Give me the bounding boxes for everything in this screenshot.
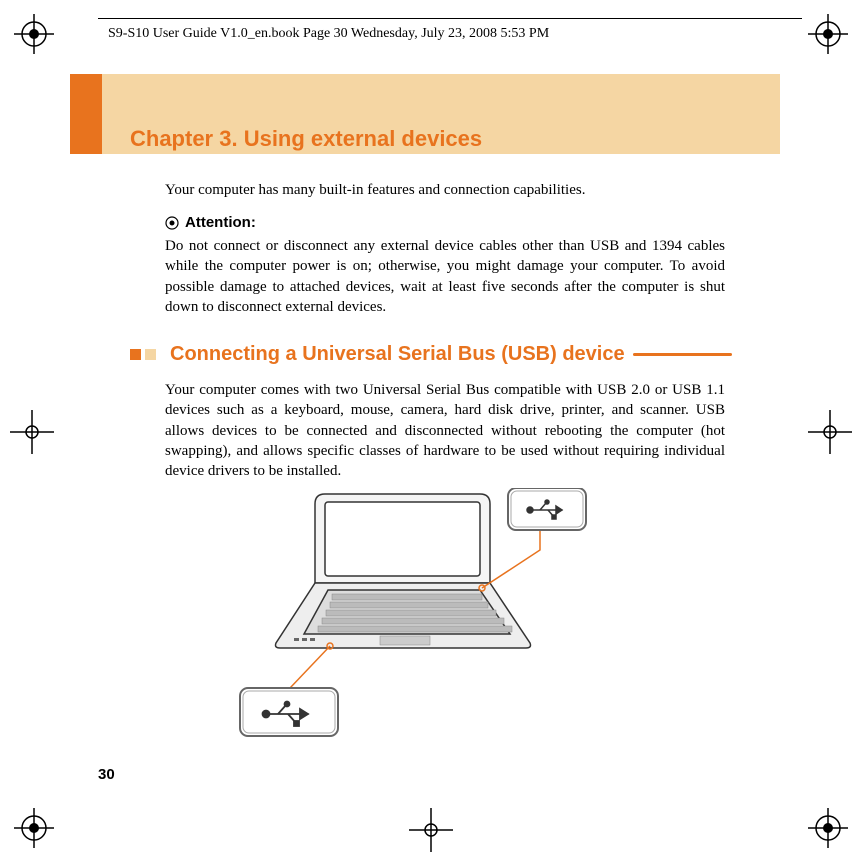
- page-number: 30: [98, 766, 115, 783]
- attention-heading: Attention:: [165, 214, 256, 231]
- attention-body: Do not connect or disconnect any externa…: [165, 236, 725, 317]
- section-bullet-2: [145, 349, 156, 360]
- laptop-usb-figure: [230, 488, 630, 738]
- attention-label: Attention:: [185, 214, 256, 231]
- section-heading: Connecting a Universal Serial Bus (USB) …: [130, 343, 732, 366]
- crop-mark-mr: [808, 410, 852, 454]
- attention-icon: [165, 216, 179, 230]
- crop-mark-mb: [409, 808, 453, 852]
- section-title: Connecting a Universal Serial Bus (USB) …: [170, 343, 625, 366]
- section-body: Your computer comes with two Universal S…: [165, 380, 725, 481]
- crop-mark-br: [808, 808, 848, 848]
- crop-mark-bl: [14, 808, 54, 848]
- header-rule: [98, 18, 802, 19]
- section-bullet-1: [130, 349, 141, 360]
- crop-mark-tl: [14, 14, 54, 54]
- chapter-title: Chapter 3. Using external devices: [130, 126, 482, 152]
- chapter-banner-edge: [70, 74, 102, 154]
- header-text: S9-S10 User Guide V1.0_en.book Page 30 W…: [108, 26, 549, 42]
- section-rule: [633, 353, 732, 356]
- intro-text: Your computer has many built-in features…: [165, 180, 725, 200]
- crop-mark-tr: [808, 14, 848, 54]
- crop-mark-ml: [10, 410, 54, 454]
